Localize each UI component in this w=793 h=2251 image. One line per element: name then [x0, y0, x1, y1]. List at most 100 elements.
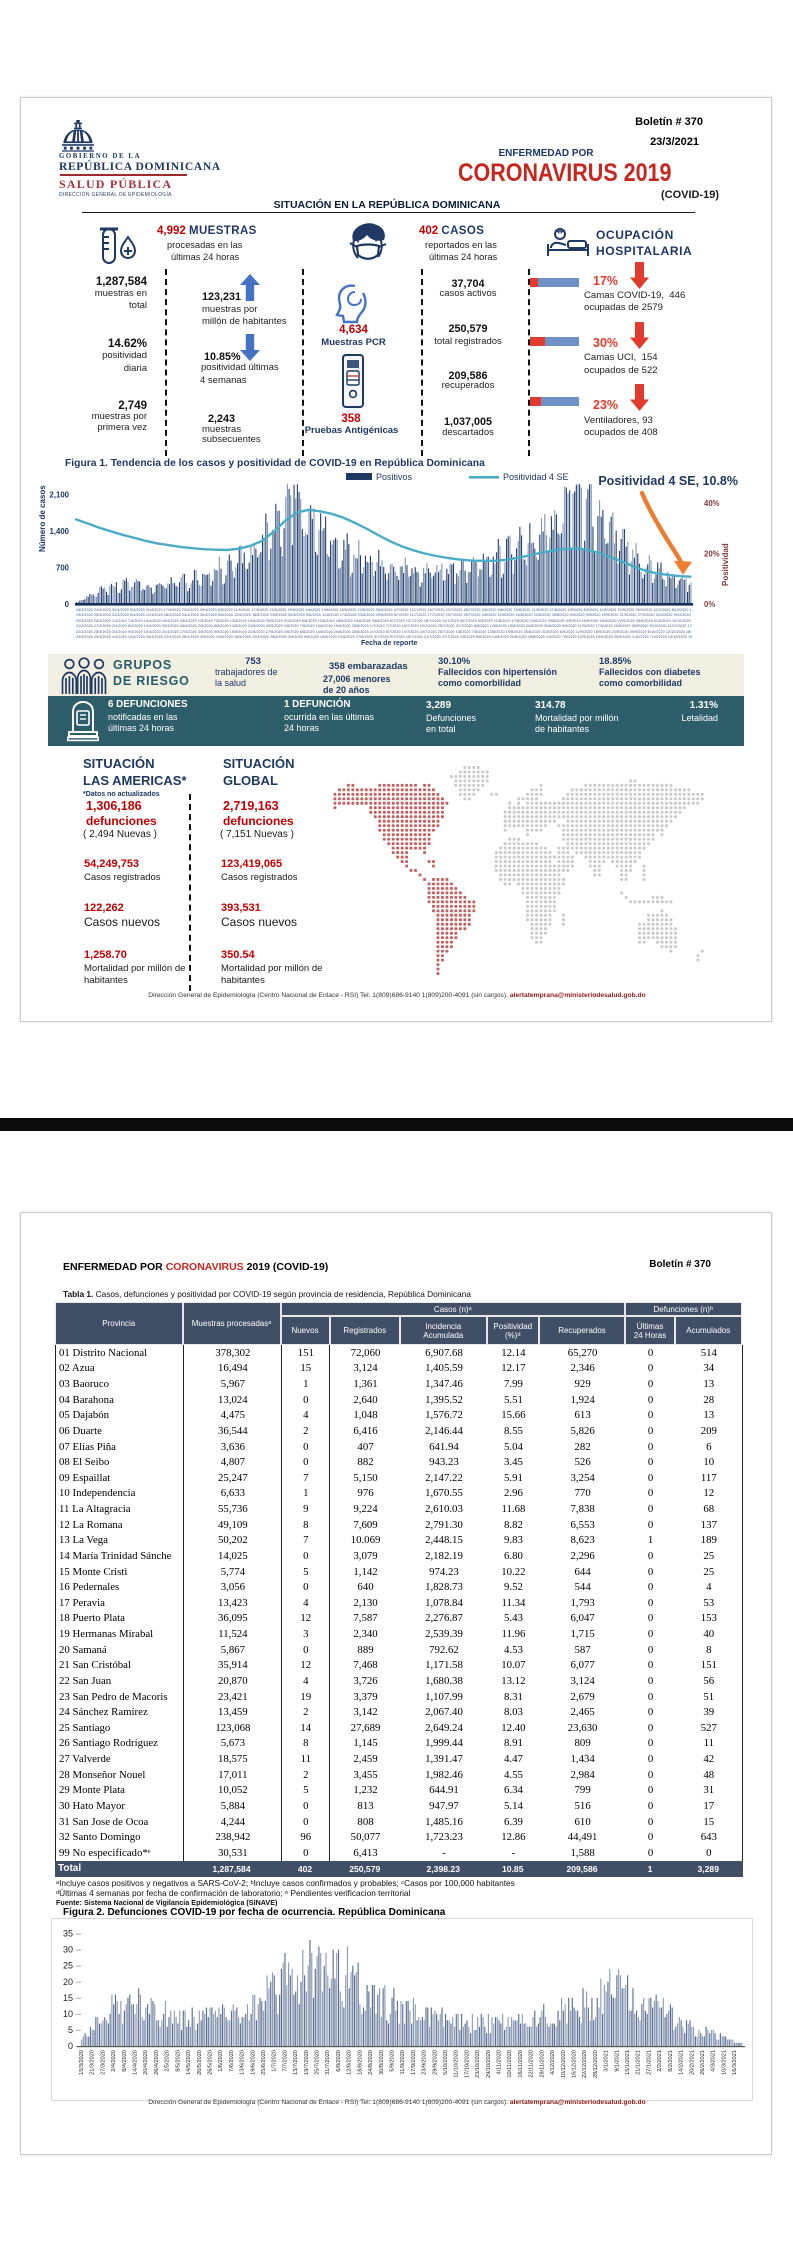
- cell-value: 65,270: [567, 1346, 598, 1359]
- fig1-ytick-right: 20%: [704, 549, 720, 558]
- cell-value: 6.80: [503, 1549, 523, 1562]
- cell-value: 0: [647, 1393, 654, 1406]
- cell-value: 1,145: [353, 1737, 378, 1750]
- table-row: 12 La Romana 49,109 8 7,609 2,791.30 8.82 6,55…: [56, 1516, 742, 1533]
- stats-divider-2: [302, 269, 304, 456]
- fig2-xtick: 11/10/2020: [454, 2050, 460, 2078]
- muestras-total-label1: muestras en: [94, 288, 147, 299]
- cell-value: 1,485.16: [425, 1815, 463, 1828]
- fig2-xtick: 20/4/2020: [143, 2050, 149, 2075]
- cell-value: 4,807: [183, 1454, 281, 1470]
- muestras-headline-number: 4,992: [157, 225, 186, 237]
- figura1-xaxis-labels-row: 21/3/2020 27/3/2020 2/4/2020 8/4/2020 14…: [76, 624, 692, 629]
- cell-value: 1,793: [570, 1596, 595, 1609]
- muestras-primera-label2: primera vez: [97, 422, 147, 433]
- table-row: 03 Baoruco 5,967 1 1,361 1,347.46 7.99 929 0 13: [56, 1376, 742, 1392]
- stats-divider-3: [421, 269, 423, 456]
- risk-item-health-workers: 753 trabajadores de la salud: [215, 656, 291, 689]
- cell-value: 3,726: [353, 1674, 378, 1687]
- cell-value: 72,060: [350, 1346, 381, 1359]
- positividad-4sem-number: 10.85%: [204, 351, 241, 363]
- cell-value: 5.51: [503, 1393, 523, 1406]
- cell-value: 0: [647, 1628, 654, 1641]
- fig2-xtick: 26/2/2021: [700, 2050, 706, 2075]
- cell-value: 25,247: [183, 1470, 281, 1486]
- fig2-xtick: 15/3/2020: [79, 2050, 85, 2075]
- cell-value: 4: [281, 1673, 331, 1689]
- fig2-xtick: 4/11/2020: [497, 2050, 503, 2074]
- fig2-xtick: 8/5/2020: [175, 2050, 181, 2072]
- col-header-2: Incidencia Acumulada: [400, 1316, 487, 1345]
- cell-value: 1,405.59: [425, 1362, 463, 1375]
- table-group-header-row: Casos (n)ᵃ Defunciones (n)ᵇ: [280, 1302, 742, 1316]
- deaths-lethality-number: 1.31%: [689, 700, 718, 711]
- fig2-xtick: 27/1/2021: [646, 2050, 652, 2075]
- fig2-xtick: 20/2/2021: [689, 2050, 695, 2075]
- casos-registrados-label: total registrados: [434, 336, 502, 347]
- cell-value: 1,680.38: [425, 1674, 463, 1687]
- cell-value: 4.53: [503, 1643, 523, 1656]
- muestras-millon-number: 123,231: [202, 291, 242, 303]
- cell-value: 0: [647, 1846, 654, 1859]
- cell-value: 56: [703, 1674, 715, 1687]
- logo-department-line: DIRECCIÓN GENERAL DE EPIDEMIOLOGÍA: [59, 191, 172, 198]
- cell-provincia: 01 Distrito Nacional: [59, 1346, 148, 1359]
- table-row: 24 Sánchez Ramírez 13,459 2 3,142 2,067.40 8.…: [56, 1704, 742, 1720]
- cell-value: 117: [700, 1471, 717, 1484]
- cell-value: 12: [281, 1610, 331, 1627]
- cell-value: 4,244: [183, 1813, 281, 1830]
- cell-value: 0: [647, 1831, 654, 1844]
- fig1-ytick-left: 2,100: [49, 491, 69, 500]
- cell-value: 1,361: [353, 1378, 378, 1391]
- occupancy-percent: 17%: [593, 274, 619, 288]
- occupancy-bar: [530, 277, 579, 287]
- cell-value: 3,079: [353, 1549, 378, 1562]
- cell-value: 189: [700, 1534, 717, 1547]
- cell-value: 1,107.99: [425, 1690, 463, 1703]
- cell-value: 0: [647, 1378, 654, 1391]
- cell-value: 51: [703, 1690, 715, 1703]
- cell-value: -: [442, 1846, 446, 1859]
- antigen-number: 358: [341, 413, 361, 425]
- table-caption: Tabla 1. Casos, defunciones y positivida…: [63, 1289, 471, 1299]
- fig2-xtick: 10/3/2021: [721, 2050, 727, 2075]
- cell-value: 238,942: [183, 1829, 281, 1845]
- cell-provincia: 22 San Juan: [59, 1674, 112, 1687]
- page-1: GOBIERNO DE LA REPÚBLICA DOMINICANA SALU…: [20, 97, 772, 1022]
- risk-item-number: 18.85%: [599, 656, 632, 667]
- cell-value: 3,124: [570, 1674, 595, 1687]
- cell-value: 2,448.15: [425, 1534, 463, 1547]
- table-row: 31 San Jose de Ocoa 4,244 0 808 1,485.16 6.39…: [56, 1813, 742, 1830]
- figura1-svg: Positivos Positividad 4 SE 0 700 1,400 2,100 0…: [38, 472, 730, 609]
- casos-headline-sub1: reportados en las: [425, 240, 497, 250]
- positividad-4sem-label1: positividad últimas: [201, 362, 279, 373]
- cell-value: 39: [703, 1706, 715, 1719]
- occupancy-label-line2: ocupadas de 2579: [584, 301, 663, 313]
- cell-provincia: 16 Pedernales: [59, 1581, 120, 1594]
- deaths-notified-line1: notificadas en las: [108, 712, 178, 722]
- cell-value: 8.31: [503, 1690, 523, 1703]
- fig2-xtick: 2/5/2020: [165, 2050, 171, 2072]
- occupancy-label-line1: Camas UCI, 154: [584, 352, 658, 363]
- occupancy-percent: 23%: [593, 398, 619, 412]
- cell-value: 5,673: [183, 1735, 281, 1752]
- cell-value: 3: [281, 1626, 331, 1642]
- total-value: 1: [647, 1863, 653, 1874]
- casos-descartados-number: 1,037,005: [443, 416, 493, 428]
- cell-value: 0: [647, 1674, 654, 1687]
- fig2-xtick: 20/5/2020: [197, 2050, 203, 2075]
- risk-groups-band: [48, 654, 744, 696]
- cell-value: 1,982.46: [425, 1768, 463, 1781]
- cell-value: 8: [281, 1516, 331, 1533]
- table-row: 07 Elías Piña 3,636 0 407 641.94 5.04 282 0 6: [56, 1438, 742, 1455]
- cell-provincia: 28 Monseñor Nouel: [59, 1768, 146, 1781]
- occupancy-label-line2: ocupados de 408: [584, 427, 658, 438]
- table-row: 08 El Seibo 4,807 0 882 943.23 3.45 526 0 10: [56, 1454, 742, 1470]
- cell-value: 13,459: [183, 1704, 281, 1720]
- table-caption-text: Casos, defunciones y positividad por COV…: [93, 1289, 471, 1299]
- cell-value: 3,142: [353, 1706, 378, 1719]
- cell-provincia: 05 Dajabón: [59, 1409, 110, 1422]
- cell-value: 3,379: [353, 1690, 378, 1703]
- americas-mortality-number: 1,258.70: [84, 949, 127, 961]
- cell-value: 0: [647, 1471, 654, 1484]
